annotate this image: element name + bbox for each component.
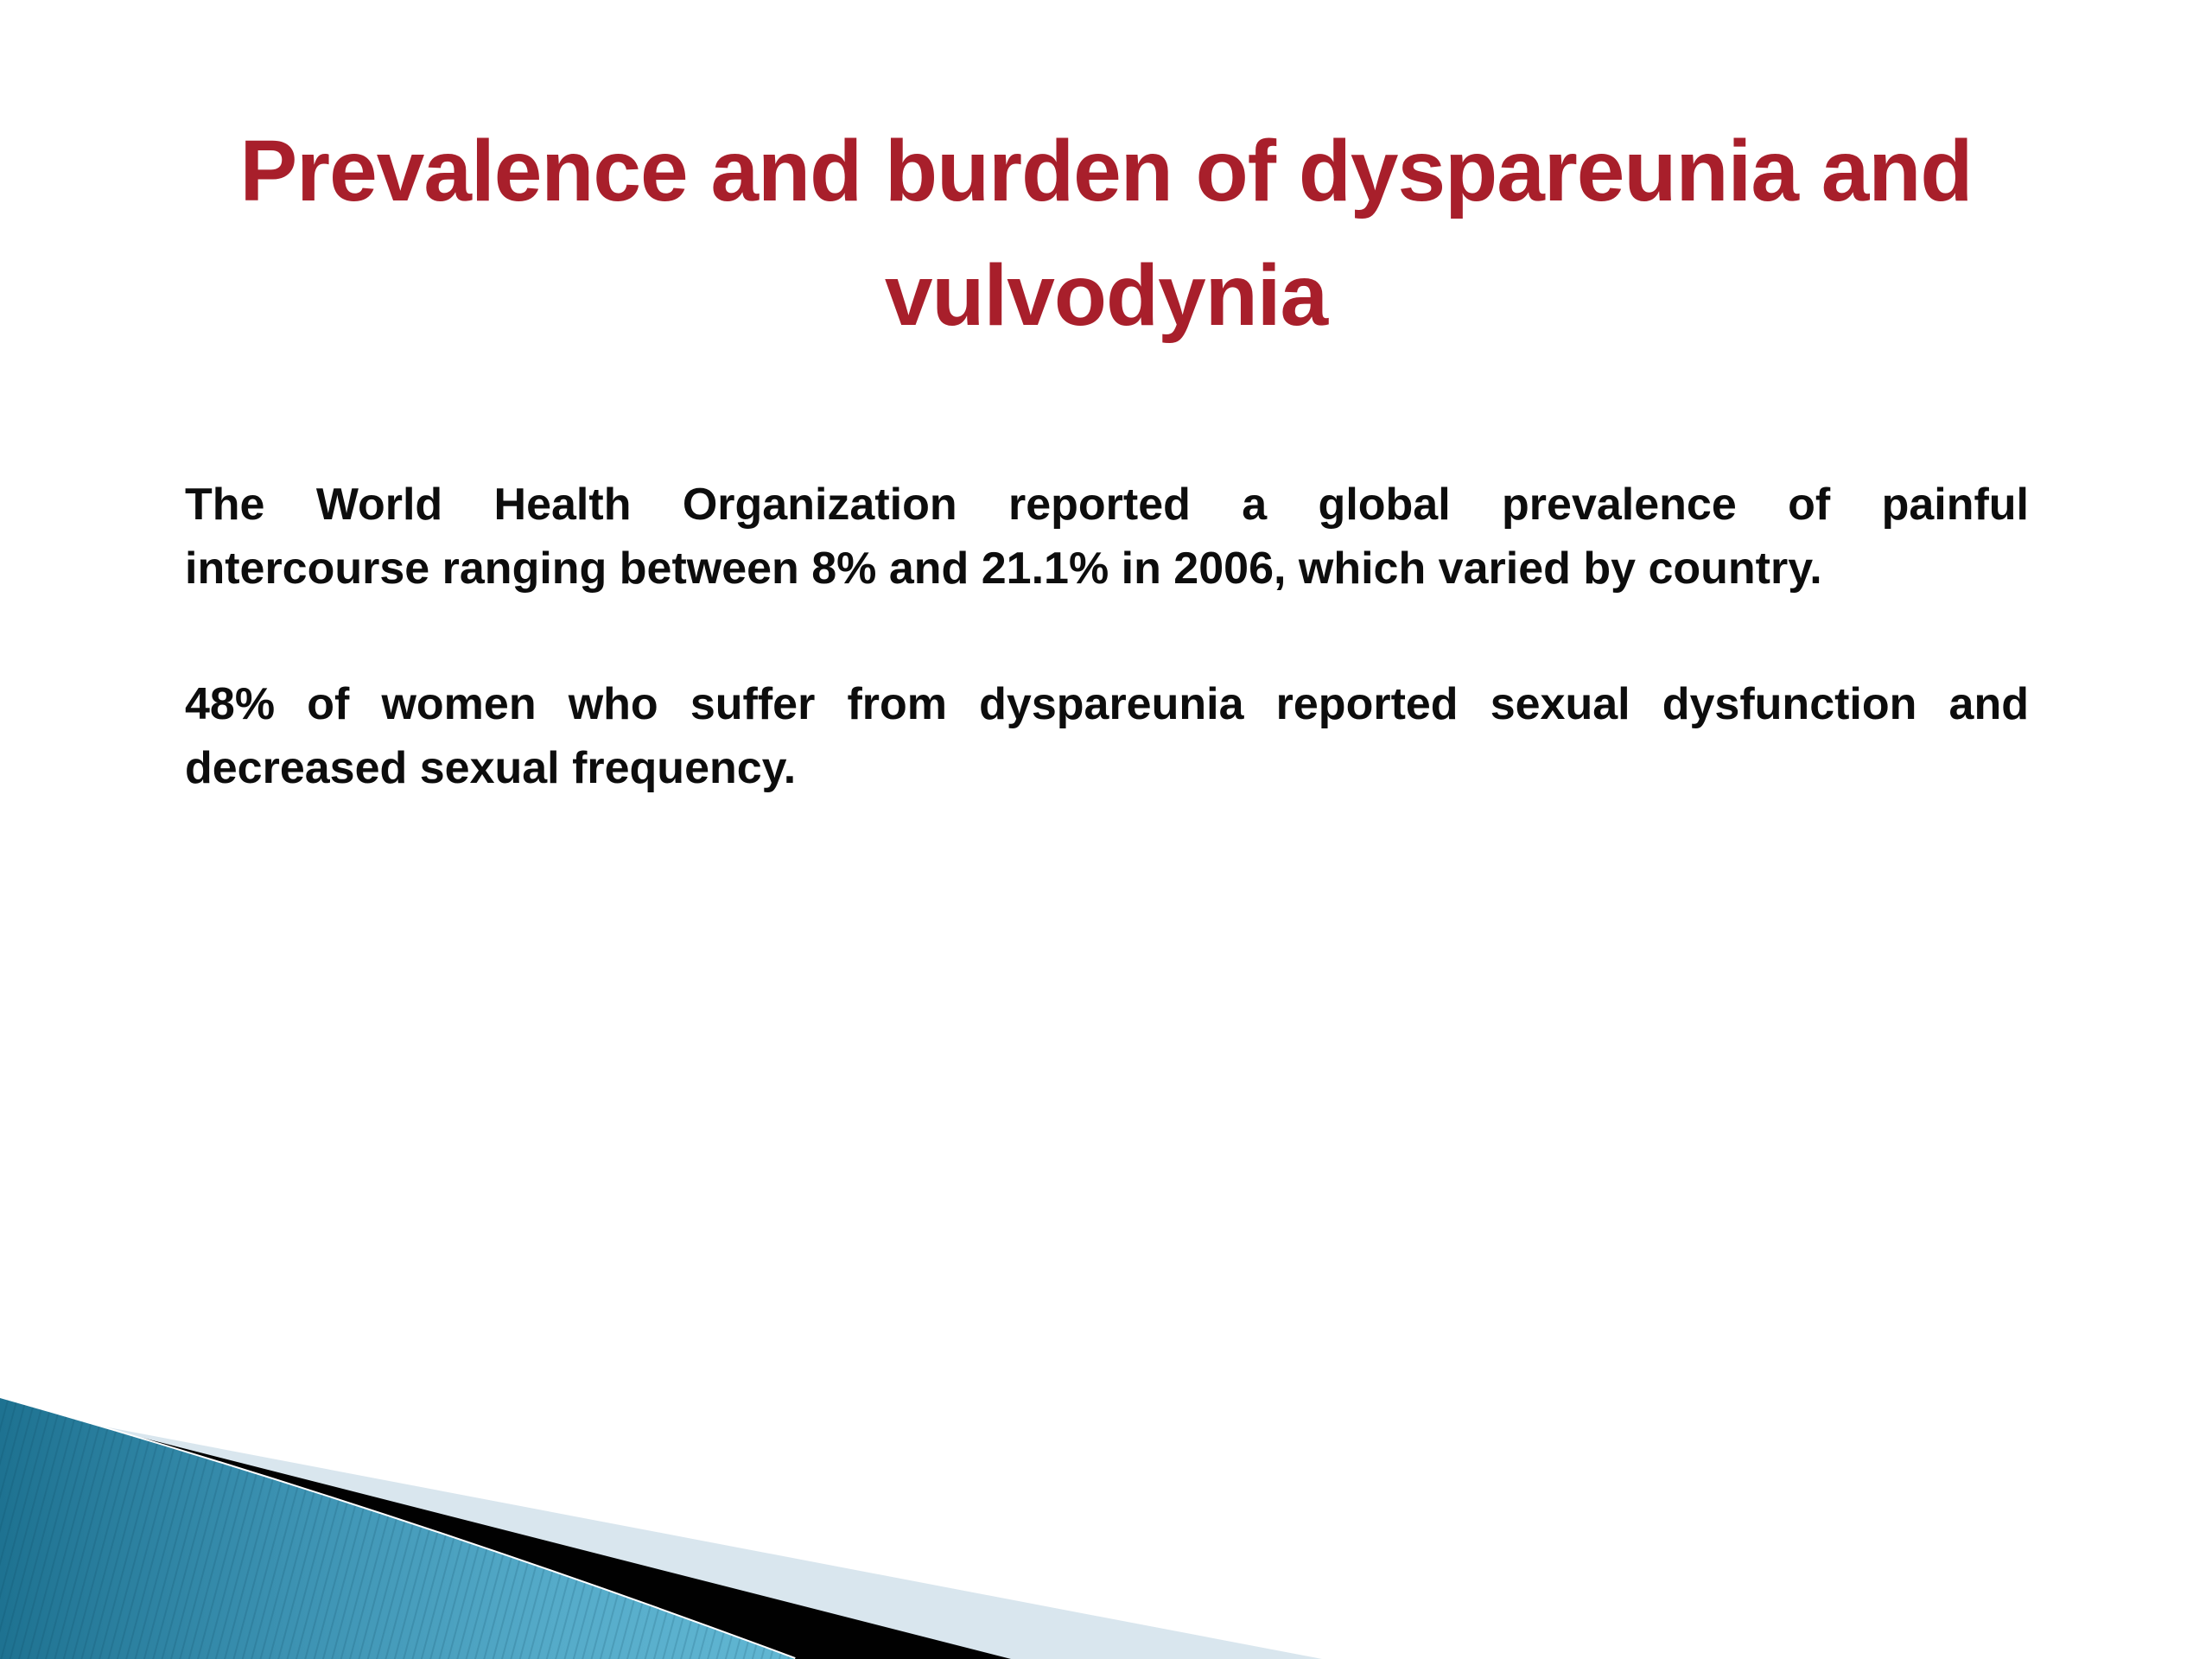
ribbon-svg: [0, 1396, 1322, 1659]
paragraph-1-line-1: The World Health Organization reported a…: [185, 480, 2029, 530]
slide-body: The World Health Organization reported a…: [185, 473, 2029, 872]
corner-ribbon-decoration: [0, 1389, 1348, 1659]
paragraph-dysfunction: 48% of women who suffer from dyspareunia…: [185, 672, 2029, 800]
teal-pinstripe-texture: [0, 1398, 795, 1659]
paragraph-1-line-2: intercourse ranging between 8% and 21.1%…: [185, 543, 1822, 594]
title-line-1: Prevalence and burden of dyspareunia and: [239, 123, 1973, 219]
slide-title: Prevalence and burden of dyspareunia and…: [0, 109, 2212, 358]
paragraph-prevalence: The World Health Organization reported a…: [185, 473, 2029, 601]
title-line-2: vulvodynia: [884, 247, 1328, 344]
paragraph-2-line-2: decreased sexual frequency.: [185, 743, 797, 793]
paragraph-2-line-1: 48% of women who suffer from dyspareunia…: [185, 679, 2029, 729]
